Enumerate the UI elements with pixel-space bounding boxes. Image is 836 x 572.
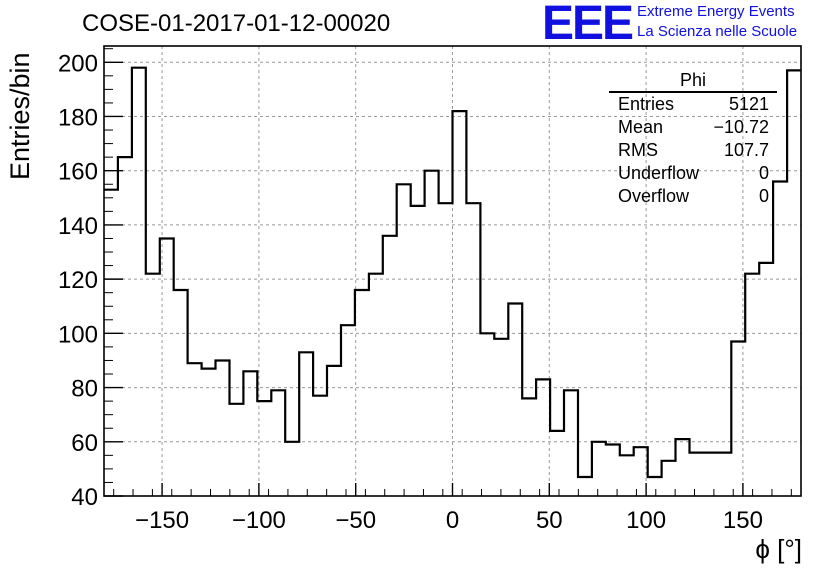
y-tick-label: 120 [58,267,98,294]
stats-box: Phi Entries 5121 Mean −10.72 RMS 107.7 Unde… [609,70,777,208]
plot-title: COSE-01-2017-01-12-00020 [82,10,391,37]
logo-line-1: Extreme Energy Events [637,3,795,20]
logo-line-2: La Scienza nelle Scuole [637,23,798,40]
x-tick-label: 0 [446,507,459,534]
stats-value: 107.7 [723,140,769,160]
stats-value: 0 [758,186,769,206]
stats-label: Mean [618,117,664,137]
stats-row: Entries 5121 [609,93,777,116]
grid-lines [104,46,801,497]
stats-row: Underflow 0 [609,162,777,185]
y-tick-label: 40 [71,484,98,511]
eee-logo: EEE [542,0,634,50]
x-tick-label: −150 [135,507,189,534]
stats-row: Overflow 0 [609,185,777,208]
histogram-line [104,66,801,479]
y-tick-label: 160 [58,159,98,186]
stats-title: Phi [609,70,777,93]
stats-value: 5121 [728,94,769,114]
x-tick-label: 100 [626,507,666,534]
x-axis-label: ϕ [°] [755,534,802,564]
stats-value: −10.72 [713,117,769,137]
stats-row: RMS 107.7 [609,139,777,162]
y-tick-label: 100 [58,321,98,348]
x-tick-label: 50 [536,507,563,534]
stats-row: Mean −10.72 [609,116,777,139]
y-axis-label-box: Entries/bin [5,20,38,180]
stats-label: RMS [618,140,658,160]
stats-value: 0 [758,163,769,183]
logo-caption: Extreme Energy Events La Scienza nelle S… [637,2,797,42]
stats-label: Underflow [618,163,700,183]
stats-label: Overflow [618,186,690,206]
y-tick-label: 180 [58,104,98,131]
x-tick-label: 150 [723,507,763,534]
y-tick-label: 80 [71,376,98,403]
y-tick-label: 200 [58,50,98,77]
stats-label: Entries [618,94,675,114]
x-tick-label: −100 [232,507,286,534]
axis-ticks: −150 −100 −50 0 50 100 150 40 60 80 100 120 140 160 18… [58,48,792,534]
y-tick-label: 60 [71,430,98,457]
x-tick-label: −50 [335,507,376,534]
y-tick-label: 140 [58,213,98,240]
y-axis-label: Entries/bin [5,52,35,180]
